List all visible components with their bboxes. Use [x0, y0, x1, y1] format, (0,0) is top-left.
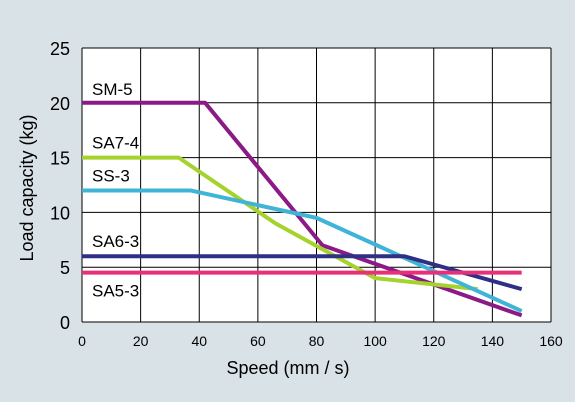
y-axis-label: Load capacity (kg) [17, 114, 37, 261]
y-tick-label: 15 [50, 149, 70, 169]
x-tick-label: 20 [133, 333, 149, 349]
x-tick-label: 120 [422, 333, 446, 349]
x-axis-label: Speed (mm / s) [226, 358, 349, 378]
y-tick-label: 10 [50, 203, 70, 223]
series-labels: SM-5 SA7-4 SS-3 SA6-3 SA5-3 [92, 80, 139, 301]
series-line-sa6-3 [82, 254, 523, 292]
series-label-ss-3: SS-3 [92, 166, 130, 185]
x-tick-label: 160 [539, 333, 563, 349]
y-tick-label: 20 [50, 94, 70, 114]
x-tick-label: 0 [78, 333, 86, 349]
x-tick-labels: 0 20 40 60 80 100 120 140 160 [78, 333, 563, 349]
series-label-sm-5: SM-5 [92, 80, 133, 99]
y-tick-label: 25 [50, 39, 70, 59]
series-line-sa7-4 [82, 155, 478, 292]
grid [81, 47, 552, 323]
x-tick-label: 100 [363, 333, 387, 349]
x-tick-label: 80 [309, 333, 325, 349]
y-tick-label: 0 [60, 313, 70, 333]
series-line-sm-5 [82, 100, 523, 318]
x-tick-label: 40 [191, 333, 207, 349]
x-tick-label: 60 [250, 333, 266, 349]
series-label-sa5-3: SA5-3 [92, 282, 139, 301]
series-label-sa7-4: SA7-4 [92, 134, 139, 153]
x-tick-label: 140 [481, 333, 505, 349]
y-tick-label: 5 [60, 258, 70, 278]
series-line-ss-3 [82, 188, 523, 313]
y-tick-labels: 0 5 10 15 20 25 [50, 39, 70, 333]
series-label-sa6-3: SA6-3 [92, 232, 139, 251]
series-lines [82, 100, 523, 318]
